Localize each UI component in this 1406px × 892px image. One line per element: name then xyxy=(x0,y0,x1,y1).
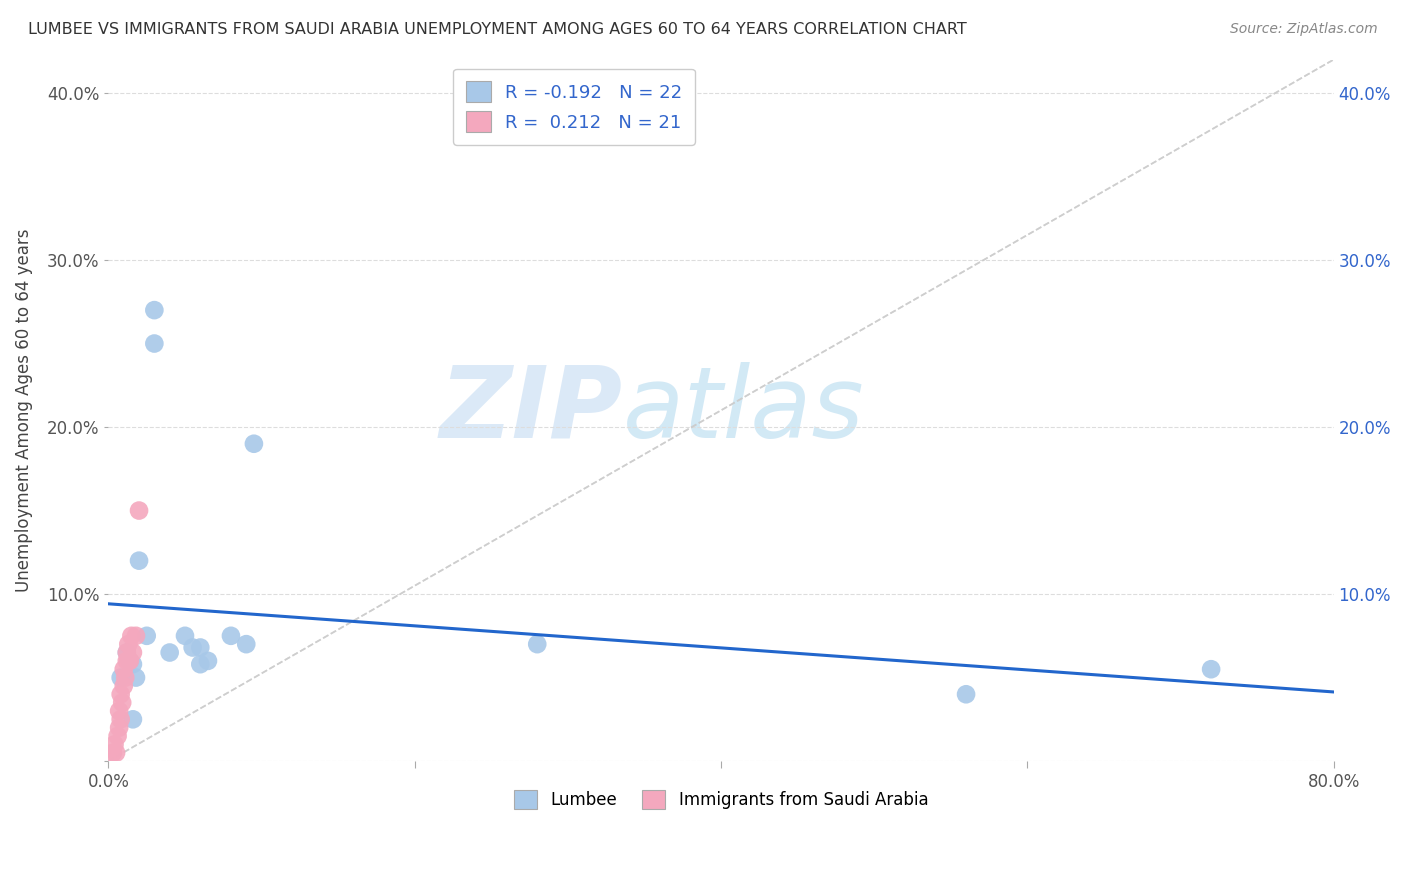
Point xyxy=(143,336,166,351)
Point xyxy=(122,646,145,660)
Point xyxy=(110,687,132,701)
Text: atlas: atlas xyxy=(623,362,865,458)
Point xyxy=(122,657,145,672)
Point xyxy=(115,654,138,668)
Point xyxy=(110,712,132,726)
Point xyxy=(135,629,157,643)
Point xyxy=(115,646,138,660)
Point xyxy=(188,640,211,655)
Point xyxy=(120,629,142,643)
Point xyxy=(103,738,125,752)
Point xyxy=(1199,662,1222,676)
Point xyxy=(114,671,136,685)
Point xyxy=(118,654,141,668)
Y-axis label: Unemployment Among Ages 60 to 64 years: Unemployment Among Ages 60 to 64 years xyxy=(15,228,32,592)
Point xyxy=(955,687,977,701)
Point xyxy=(112,662,135,676)
Point xyxy=(105,746,128,760)
Text: LUMBEE VS IMMIGRANTS FROM SAUDI ARABIA UNEMPLOYMENT AMONG AGES 60 TO 64 YEARS CO: LUMBEE VS IMMIGRANTS FROM SAUDI ARABIA U… xyxy=(28,22,967,37)
Point xyxy=(188,657,211,672)
Point xyxy=(159,646,181,660)
Point xyxy=(219,629,242,643)
Text: ZIP: ZIP xyxy=(440,362,623,458)
Point xyxy=(111,696,134,710)
Point xyxy=(118,654,141,668)
Point xyxy=(125,629,148,643)
Point xyxy=(181,640,204,655)
Point xyxy=(128,503,150,517)
Point xyxy=(108,721,131,735)
Text: Source: ZipAtlas.com: Source: ZipAtlas.com xyxy=(1230,22,1378,37)
Legend: Lumbee, Immigrants from Saudi Arabia: Lumbee, Immigrants from Saudi Arabia xyxy=(508,783,935,816)
Point xyxy=(197,654,219,668)
Point xyxy=(243,436,266,450)
Point xyxy=(128,554,150,568)
Point xyxy=(112,679,135,693)
Point xyxy=(526,637,548,651)
Point xyxy=(174,629,197,643)
Point xyxy=(235,637,257,651)
Point xyxy=(125,671,148,685)
Point xyxy=(122,712,145,726)
Point xyxy=(107,729,129,743)
Point xyxy=(108,704,131,718)
Point xyxy=(117,637,139,651)
Point xyxy=(110,671,132,685)
Point xyxy=(115,646,138,660)
Point xyxy=(117,654,139,668)
Point xyxy=(143,303,166,318)
Point xyxy=(101,746,124,760)
